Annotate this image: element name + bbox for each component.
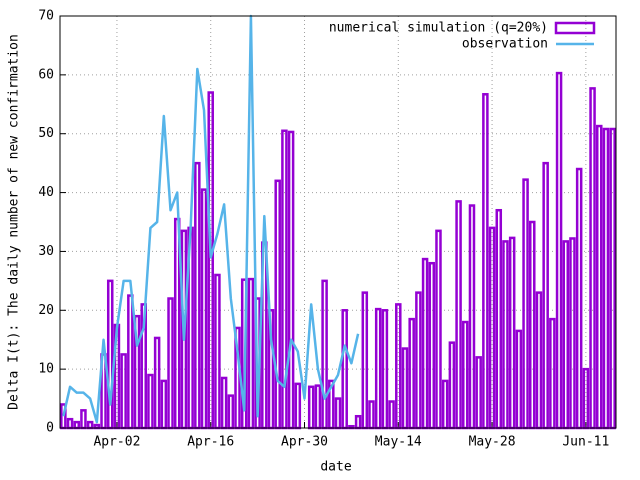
bar <box>475 356 482 430</box>
bar <box>502 240 509 430</box>
bar <box>488 226 496 430</box>
bar <box>609 127 616 430</box>
bar <box>582 367 590 430</box>
y-tick-label: 50 <box>38 126 54 141</box>
y-tick-label: 10 <box>38 362 54 377</box>
bar <box>307 385 315 430</box>
bar <box>334 397 342 430</box>
bar <box>354 414 362 430</box>
bar <box>153 336 161 430</box>
bar <box>482 93 489 430</box>
legend-swatch <box>554 21 596 35</box>
legend-label: numerical simulation (q=20%) <box>329 21 548 36</box>
bar <box>227 394 235 430</box>
bar <box>441 379 449 430</box>
bar <box>388 400 395 430</box>
bar <box>73 420 81 430</box>
bar <box>247 277 255 430</box>
bar <box>361 291 369 430</box>
bar <box>321 279 328 430</box>
bar <box>522 178 529 430</box>
bar <box>287 130 295 430</box>
bar <box>455 200 462 430</box>
bar <box>167 297 174 430</box>
bar <box>106 279 114 430</box>
bar <box>160 379 168 430</box>
bar <box>194 161 201 430</box>
x-tick-label: Apr-02 <box>93 435 140 450</box>
y-tick-label: 40 <box>38 185 54 200</box>
bar <box>495 208 503 430</box>
bar <box>602 127 610 430</box>
bar <box>549 317 556 430</box>
bar <box>468 204 476 430</box>
y-tick-label: 70 <box>38 9 54 24</box>
bar <box>508 236 516 430</box>
x-tick-label: Apr-16 <box>187 435 234 450</box>
bar <box>589 87 596 430</box>
plot-border <box>59 15 617 429</box>
y-tick-label: 30 <box>38 244 54 259</box>
bar <box>575 167 583 430</box>
bar <box>147 373 154 430</box>
bar <box>408 317 415 430</box>
bar <box>462 320 469 430</box>
y-tick-label: 20 <box>38 303 54 318</box>
x-axis-label: date <box>320 460 351 475</box>
bar <box>368 400 375 430</box>
bar <box>428 261 436 430</box>
bar <box>535 291 543 430</box>
x-tick-label: May-28 <box>469 435 516 450</box>
y-axis-label: Delta I(t): The daily number of new conf… <box>7 34 22 410</box>
bar <box>421 257 429 430</box>
x-tick-label: Jun-11 <box>562 435 609 450</box>
bar <box>529 220 536 430</box>
bar <box>274 179 281 430</box>
bar <box>448 341 456 430</box>
bar <box>415 291 422 430</box>
bar <box>374 307 382 430</box>
x-tick-label: May-14 <box>375 435 422 450</box>
bar <box>562 240 570 430</box>
bar <box>314 384 322 430</box>
bar <box>80 409 87 430</box>
bar <box>555 71 563 430</box>
bar <box>66 417 74 430</box>
bar <box>401 347 409 430</box>
bar <box>395 303 402 430</box>
bar <box>515 329 523 430</box>
x-tick-label: Apr-30 <box>281 435 328 450</box>
y-tick-label: 0 <box>46 421 54 436</box>
bar <box>294 382 302 430</box>
bar <box>220 376 228 430</box>
bar <box>120 353 127 430</box>
bar <box>214 273 221 430</box>
bar <box>569 237 576 430</box>
bar <box>127 294 134 430</box>
bar <box>435 229 442 430</box>
bar <box>595 124 603 430</box>
legend-label: observation <box>462 37 548 52</box>
bar <box>86 420 94 430</box>
bar <box>542 161 549 430</box>
y-tick-label: 60 <box>38 67 54 82</box>
bar <box>200 188 208 430</box>
line <box>62 14 360 424</box>
